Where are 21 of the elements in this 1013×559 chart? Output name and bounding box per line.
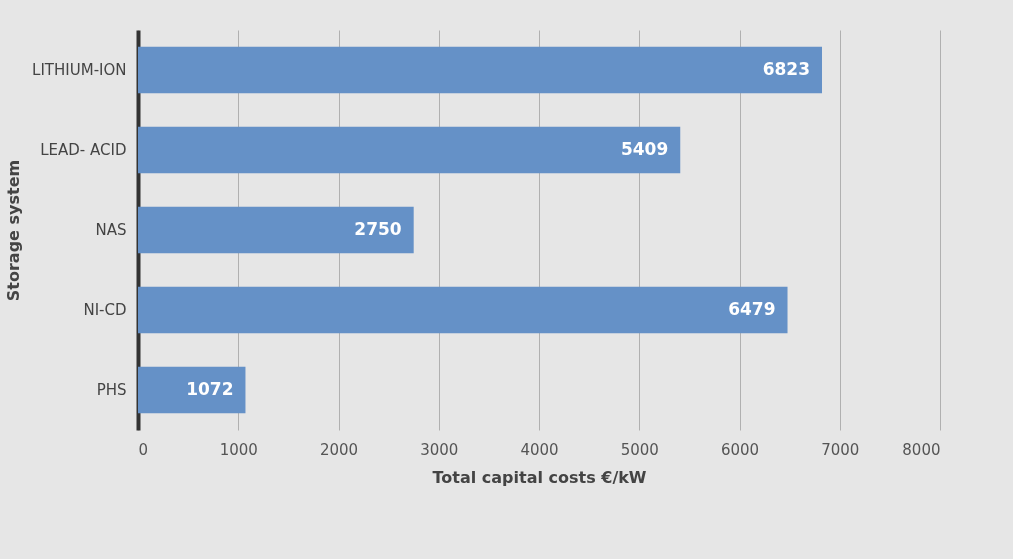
data-label: 5409 bbox=[620, 139, 669, 159]
data-label: 2750 bbox=[354, 219, 402, 239]
x-tick-label: 7000 bbox=[821, 440, 860, 459]
x-tick-label: 6000 bbox=[720, 440, 760, 459]
x-tick-label: 0 bbox=[138, 440, 149, 459]
y-axis-title: Storage system bbox=[4, 159, 24, 302]
y-tick-label: PHS bbox=[96, 381, 127, 399]
x-tick-label: 2000 bbox=[319, 440, 359, 459]
data-label: 6823 bbox=[762, 59, 811, 79]
x-tick-label: 5000 bbox=[620, 440, 659, 459]
y-tick-label: LITHIUM-ION bbox=[32, 61, 127, 79]
y-tick-label: NI-CD bbox=[83, 301, 127, 319]
y-tick-label: LEAD- ACID bbox=[40, 141, 127, 159]
data-label: 6479 bbox=[728, 299, 776, 319]
x-tick-label: 8000 bbox=[902, 440, 941, 459]
x-tick-label: 4000 bbox=[520, 440, 559, 459]
x-tick-label: 1000 bbox=[219, 440, 258, 459]
x-axis-title: Total capital costs €/kW bbox=[432, 467, 647, 487]
data-label: 1072 bbox=[186, 379, 234, 399]
x-tick-label: 3000 bbox=[420, 440, 459, 459]
y-tick-label: NAS bbox=[95, 221, 127, 239]
